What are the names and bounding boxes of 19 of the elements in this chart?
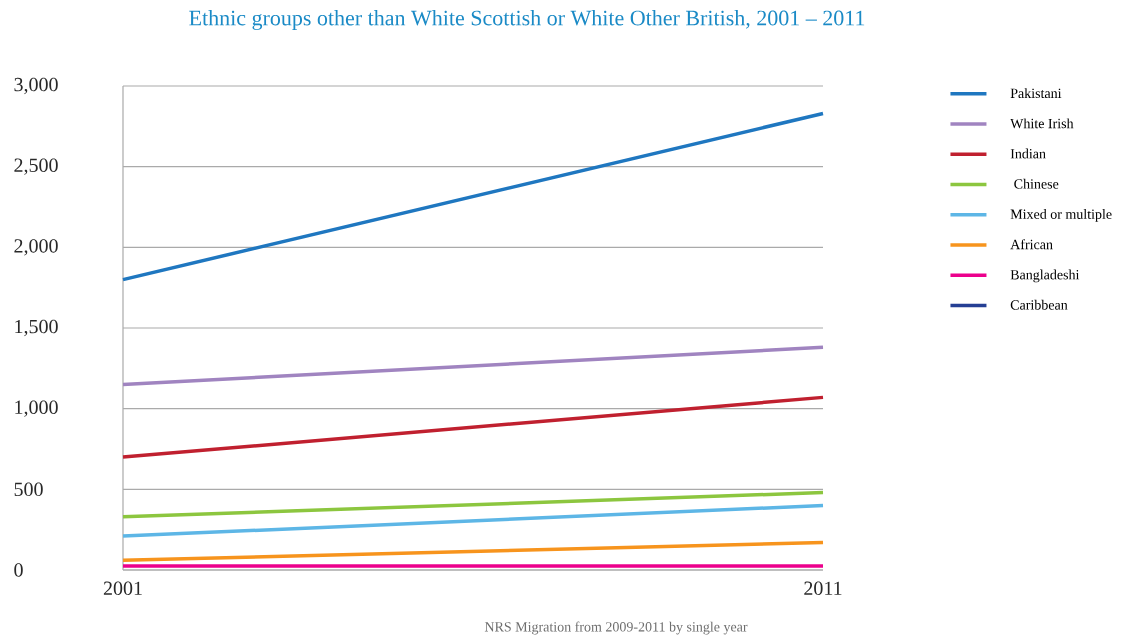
legend-label: Chinese bbox=[1014, 178, 1059, 189]
y-tick-label: 500 bbox=[14, 482, 43, 497]
legend-label: Caribbean bbox=[1010, 299, 1068, 310]
legend-label: Pakistani bbox=[1010, 88, 1062, 99]
legend-label: Bangladeshi bbox=[1010, 269, 1080, 283]
legend-label: White Irish bbox=[1010, 118, 1074, 129]
y-tick-label: 0 bbox=[14, 563, 23, 577]
legend-label: Mixed or multiple bbox=[1010, 209, 1112, 222]
y-tick-label: 3,000 bbox=[14, 77, 58, 95]
y-tick-label: 1,000 bbox=[15, 400, 58, 417]
legend-label: Indian bbox=[1010, 148, 1046, 159]
legend-label: African bbox=[1010, 239, 1053, 250]
y-tick-label: 2,000 bbox=[14, 239, 58, 256]
x-tick-label: 2001 bbox=[103, 581, 142, 596]
chart-title: Ethnic groups other than White Scottish or White Other British, 2001 – 2011 bbox=[189, 9, 865, 30]
y-tick-label: 1,500 bbox=[15, 319, 58, 337]
x-tick-label: 2011 bbox=[804, 581, 842, 596]
text: NRS Migration from 2009-2011 by single year bbox=[484, 621, 748, 635]
y-tick-label: 2,500 bbox=[14, 158, 58, 175]
